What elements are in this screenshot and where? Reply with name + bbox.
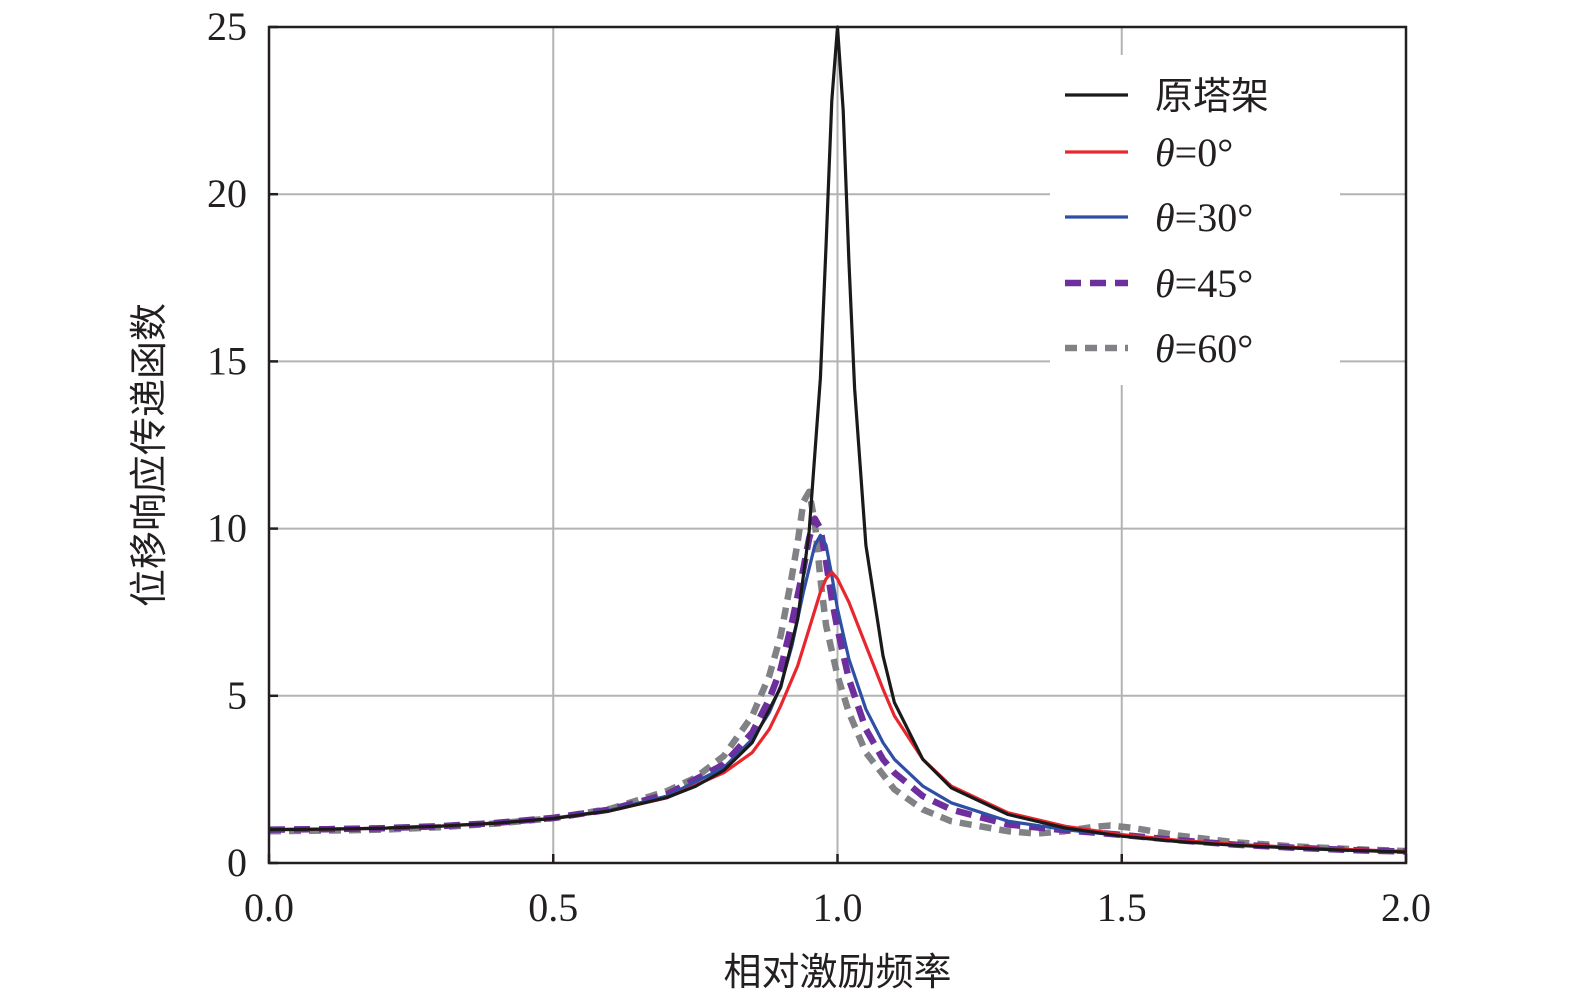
x-tick-label: 0.5 xyxy=(528,885,578,930)
legend: 原塔架 θ=0° θ=30° θ=45° θ=60° xyxy=(1050,55,1340,385)
legend-label-1: θ=0° xyxy=(1155,130,1233,175)
plot-area xyxy=(268,25,1407,855)
x-tick-label: 0.0 xyxy=(244,885,294,930)
x-axis-title: 相对激励频率 xyxy=(723,950,951,994)
series-line-0 xyxy=(268,25,1407,854)
x-tick-labels: 0.0 0.5 1.0 1.5 2.0 xyxy=(244,885,1431,930)
y-tick-label: 25 xyxy=(207,4,247,49)
legend-label-4: θ=60° xyxy=(1155,326,1253,371)
y-tick-label: 5 xyxy=(227,673,247,718)
y-tick-labels: 0 5 10 15 20 25 xyxy=(207,4,247,885)
x-tick-label: 1.5 xyxy=(1097,885,1147,930)
legend-label-0: 原塔架 xyxy=(1155,74,1269,118)
legend-label-2: θ=30° xyxy=(1155,195,1253,240)
y-tick-label: 20 xyxy=(207,171,247,216)
y-axis-title: 位移响应传递函数 xyxy=(127,303,171,607)
legend-label-3: θ=45° xyxy=(1155,261,1253,306)
y-tick-label: 0 xyxy=(227,840,247,885)
y-tick-label: 15 xyxy=(207,338,247,383)
y-tick-label: 10 xyxy=(207,506,247,551)
x-tick-label: 1.0 xyxy=(813,885,863,930)
legend-background xyxy=(1050,55,1340,385)
tick-marks xyxy=(267,25,1408,865)
x-tick-label: 2.0 xyxy=(1381,885,1431,930)
